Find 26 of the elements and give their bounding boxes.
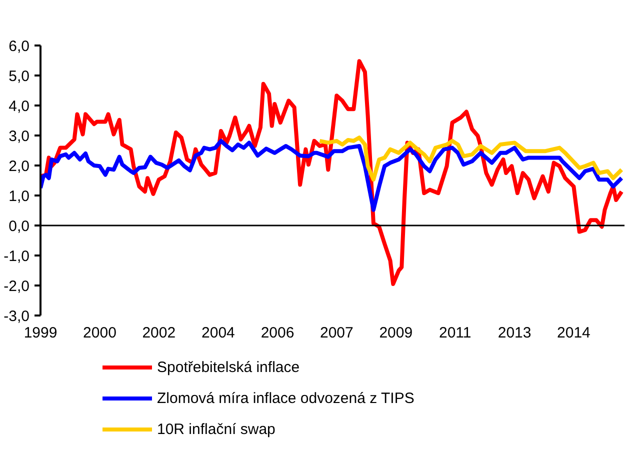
y-tick-label: 0,0 bbox=[8, 218, 30, 235]
y-tick-label: 5,0 bbox=[8, 68, 30, 85]
x-tick-label: 2009 bbox=[379, 324, 413, 342]
legend-label: Zlomová míra inflace odvozená z TIPS bbox=[157, 389, 414, 407]
y-tick-label: 1,0 bbox=[8, 188, 30, 205]
y-tick-label: -1,0 bbox=[4, 248, 30, 265]
x-tick-label: 2000 bbox=[83, 324, 116, 342]
y-tick-label: -2,0 bbox=[4, 278, 30, 295]
x-tick-label: 2011 bbox=[439, 324, 472, 342]
line-series bbox=[40, 138, 624, 212]
x-tick-label: 2006 bbox=[260, 324, 294, 342]
x-tick-label: 2007 bbox=[320, 324, 354, 342]
legend-label: Spotřebitelská inflace bbox=[157, 358, 300, 376]
legend-label: 10R inflační swap bbox=[157, 420, 276, 438]
x-tick-label: 2002 bbox=[142, 324, 176, 342]
x-tick-label: 2013 bbox=[498, 324, 532, 342]
y-tick-label: 4,0 bbox=[8, 98, 30, 115]
y-tick-label: 2,0 bbox=[8, 158, 30, 175]
y-tick-label: -3,0 bbox=[4, 308, 30, 325]
y-tick-label: 6,0 bbox=[8, 38, 30, 55]
x-tick-label: 1999 bbox=[24, 324, 58, 342]
line-series bbox=[40, 59, 624, 286]
x-tick-label: 2014 bbox=[557, 324, 590, 342]
y-tick-label: 3,0 bbox=[8, 128, 30, 145]
x-tick-label: 2004 bbox=[202, 324, 235, 342]
line-series bbox=[318, 136, 624, 182]
